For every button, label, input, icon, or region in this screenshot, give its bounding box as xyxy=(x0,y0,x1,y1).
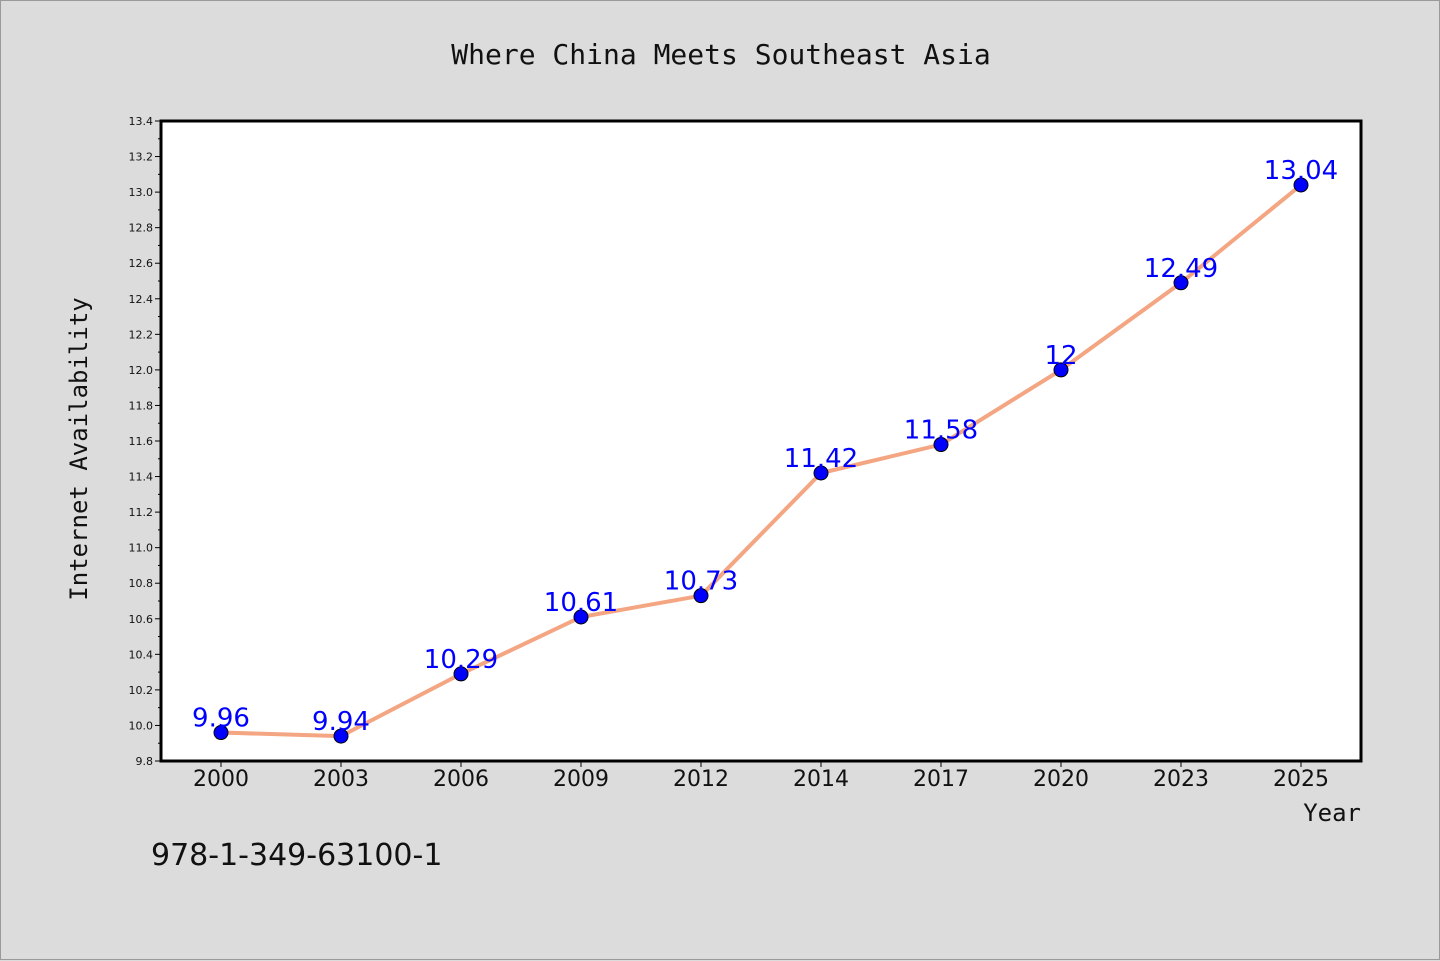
y-tick-label: 13.0 xyxy=(129,186,154,199)
x-tick-label: 2000 xyxy=(193,767,249,792)
x-tick-label: 2012 xyxy=(673,767,729,792)
data-label: 10.29 xyxy=(424,645,498,675)
y-axis-label: Internet Availability xyxy=(65,297,93,600)
data-label: 11.58 xyxy=(904,416,978,446)
data-point-marker xyxy=(693,588,709,604)
y-tick-label: 13.4 xyxy=(129,115,154,128)
y-tick-label: 12.2 xyxy=(129,328,154,341)
data-point-marker xyxy=(933,437,949,453)
y-tick-label: 13.2 xyxy=(129,151,154,164)
x-tick-label: 2003 xyxy=(313,767,369,792)
y-tick-label: 10.4 xyxy=(129,648,154,661)
data-point-marker xyxy=(213,725,229,741)
chart-title: Where China Meets Southeast Asia xyxy=(451,38,990,71)
data-point-marker xyxy=(1173,275,1189,291)
y-tick-label: 12.6 xyxy=(129,257,154,270)
data-label: 12.49 xyxy=(1144,254,1218,284)
data-label: 13.04 xyxy=(1264,156,1338,186)
x-tick-label: 2009 xyxy=(553,767,609,792)
x-tick-label: 2023 xyxy=(1153,767,1209,792)
y-tick-label: 11.8 xyxy=(129,399,154,412)
y-tick-label: 11.2 xyxy=(129,506,154,519)
x-tick-label: 2025 xyxy=(1273,767,1329,792)
y-tick-label: 11.0 xyxy=(129,542,154,555)
data-label: 10.73 xyxy=(664,567,738,597)
x-tick-label: 2020 xyxy=(1033,767,1089,792)
y-tick-label: 11.6 xyxy=(129,435,154,448)
data-point-marker xyxy=(1293,177,1309,193)
x-tick-label: 2014 xyxy=(793,767,849,792)
x-tick-label: 2017 xyxy=(913,767,969,792)
y-tick-label: 12.0 xyxy=(129,364,154,377)
y-tick-label: 10.6 xyxy=(129,613,154,626)
y-tick-label: 10.2 xyxy=(129,684,154,697)
plot-area xyxy=(159,119,1363,763)
data-labels-group: 9.96 9.94 10.29 10.61 10.73 11.42 11.58 12 12.49… xyxy=(192,156,1338,737)
x-axis-label: Year xyxy=(1303,799,1361,827)
data-label: 9.94 xyxy=(312,707,370,737)
data-label: 11.42 xyxy=(784,444,858,474)
markers-group xyxy=(213,177,1309,744)
x-tick-label: 2006 xyxy=(433,767,489,792)
isbn-footer: 978-1-349-63100-1 xyxy=(151,838,442,873)
y-tick-label: 10.0 xyxy=(129,719,154,732)
y-tick-label: 11.4 xyxy=(129,471,154,484)
y-tick-label: 12.4 xyxy=(129,293,154,306)
data-point-marker xyxy=(333,728,349,744)
x-axis: 2000 2003 2006 2009 2012 2014 2017 2020 2023 2025 xyxy=(193,761,1329,792)
data-point-marker xyxy=(573,609,589,625)
y-tick-label: 9.8 xyxy=(136,755,154,768)
series-line xyxy=(220,183,1303,739)
y-axis: 9.8 10.0 10.2 10.4 10.6 10.8 11.0 11.2 11.4 11.6 1… xyxy=(129,115,161,768)
data-point-marker xyxy=(453,666,469,682)
y-tick-label: 10.8 xyxy=(129,577,154,590)
data-label: 12 xyxy=(1044,341,1077,371)
data-label: 9.96 xyxy=(192,704,250,734)
data-point-marker xyxy=(1053,362,1069,378)
series-line-group xyxy=(220,183,1303,739)
y-tick-label: 12.8 xyxy=(129,222,154,235)
data-label: 10.61 xyxy=(544,588,618,618)
data-point-marker xyxy=(813,465,829,481)
